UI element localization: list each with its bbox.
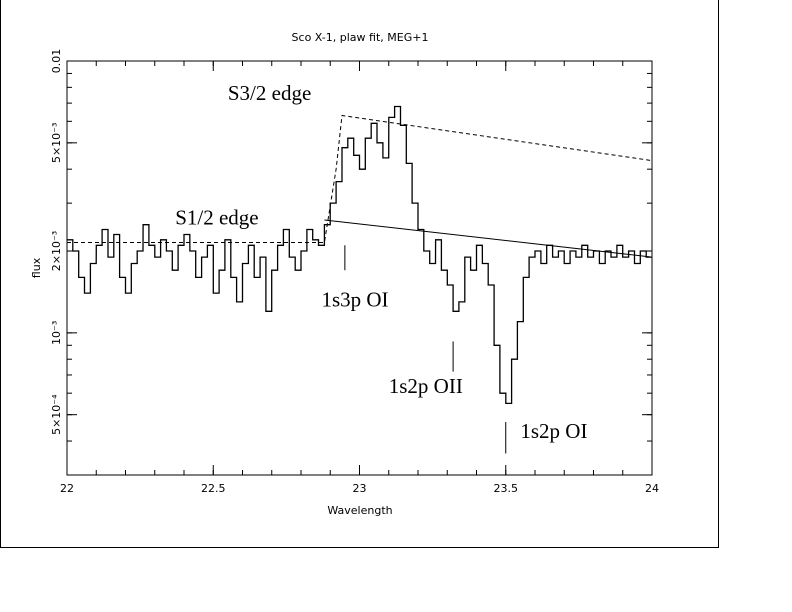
annotation-layer: S3/2 edge S1/2 edge 1s3p OI 1s2p OII 1s2p OI xyxy=(175,81,587,454)
y-tick-label: 2×10⁻³ xyxy=(50,231,63,271)
y-tick-label: 10⁻³ xyxy=(50,321,63,345)
series-histogram-line xyxy=(67,105,652,405)
annotation-label: S1/2 edge xyxy=(175,206,258,230)
series-layer xyxy=(67,105,653,405)
annotation-label: S3/2 edge xyxy=(228,81,311,105)
y-tick-label: 5×10⁻⁴ xyxy=(50,394,63,435)
series-solid-line xyxy=(324,219,653,258)
plot-area xyxy=(66,60,653,476)
x-tick-label: 23.5 xyxy=(494,482,519,495)
annotation-label: 1s2p OII xyxy=(389,374,463,398)
annotation-label: 1s3p OI xyxy=(321,288,388,312)
x-tick-label: 22.5 xyxy=(201,482,226,495)
series-dashed-line xyxy=(67,114,653,243)
x-axis: 22 22.5 23 23.5 24 xyxy=(60,61,659,495)
y-tick-label: 5×10⁻³ xyxy=(50,123,63,163)
x-axis-label: Wavelength xyxy=(327,504,392,517)
x-tick-label: 22 xyxy=(60,482,74,495)
x-tick-label: 23 xyxy=(353,482,367,495)
chart-title: Sco X-1, plaw fit, MEG+1 xyxy=(292,31,429,44)
annotation-label: 1s2p OI xyxy=(520,419,587,443)
y-axis: 5×10⁻⁴ 10⁻³ 2×10⁻³ 5×10⁻³ 0.01 xyxy=(50,49,652,476)
y-axis-label: flux xyxy=(30,257,43,278)
y-tick-label: 0.01 xyxy=(50,49,63,74)
x-tick-label: 24 xyxy=(645,482,659,495)
